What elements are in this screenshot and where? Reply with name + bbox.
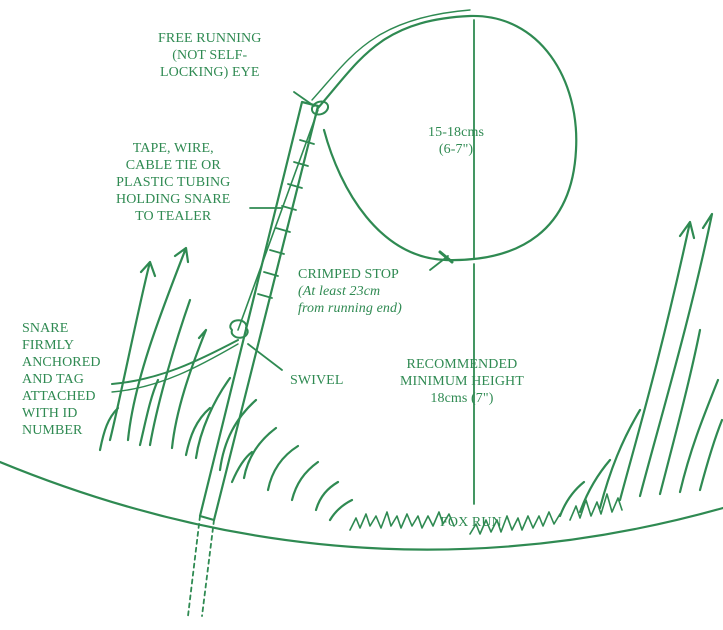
label-line: 18cms (7") bbox=[400, 390, 524, 407]
label-fox-run: FOX RUN bbox=[440, 514, 502, 531]
label-line: FREE RUNNING bbox=[158, 30, 261, 47]
label-line: SWIVEL bbox=[290, 372, 343, 389]
label-line: LOCKING) EYE bbox=[158, 64, 261, 81]
tealer-buried bbox=[188, 516, 214, 616]
label-crimped-stop: CRIMPED STOP (At least 23cm from running… bbox=[298, 266, 402, 317]
label-holding-snare: TAPE, WIRE, CABLE TIE OR PLASTIC TUBING … bbox=[116, 140, 230, 225]
label-line: HOLDING SNARE bbox=[116, 191, 230, 208]
label-line: CRIMPED STOP bbox=[298, 266, 402, 283]
label-line: ATTACHED bbox=[22, 388, 101, 405]
label-loop-size: 15-18cms (6-7") bbox=[428, 124, 484, 158]
label-line: RECOMMENDED bbox=[400, 356, 524, 373]
label-line: FOX RUN bbox=[440, 514, 502, 531]
label-line: MINIMUM HEIGHT bbox=[400, 373, 524, 390]
label-free-running-eye: FREE RUNNING (NOT SELF- LOCKING) EYE bbox=[158, 30, 261, 81]
label-line: (At least 23cm bbox=[298, 283, 402, 300]
label-line: AND TAG bbox=[22, 371, 101, 388]
label-line: PLASTIC TUBING bbox=[116, 174, 230, 191]
label-line: (NOT SELF- bbox=[158, 47, 261, 64]
leader-lines bbox=[248, 92, 448, 370]
label-line: SNARE bbox=[22, 320, 101, 337]
label-line: ANCHORED bbox=[22, 354, 101, 371]
label-line: TO TEALER bbox=[116, 208, 230, 225]
label-line: from running end) bbox=[298, 300, 402, 317]
label-line: WITH ID bbox=[22, 405, 101, 422]
label-line: TAPE, WIRE, bbox=[116, 140, 230, 157]
label-anchored: SNARE FIRMLY ANCHORED AND TAG ATTACHED W… bbox=[22, 320, 101, 439]
free-running-eye bbox=[312, 102, 328, 115]
grass-right bbox=[560, 214, 722, 516]
label-line: (6-7") bbox=[428, 141, 484, 158]
label-line: NUMBER bbox=[22, 422, 101, 439]
label-swivel: SWIVEL bbox=[290, 372, 343, 389]
label-line: FIRMLY bbox=[22, 337, 101, 354]
label-line: 15-18cms bbox=[428, 124, 484, 141]
label-minimum-height: RECOMMENDED MINIMUM HEIGHT 18cms (7") bbox=[400, 356, 524, 407]
label-line: CABLE TIE OR bbox=[116, 157, 230, 174]
